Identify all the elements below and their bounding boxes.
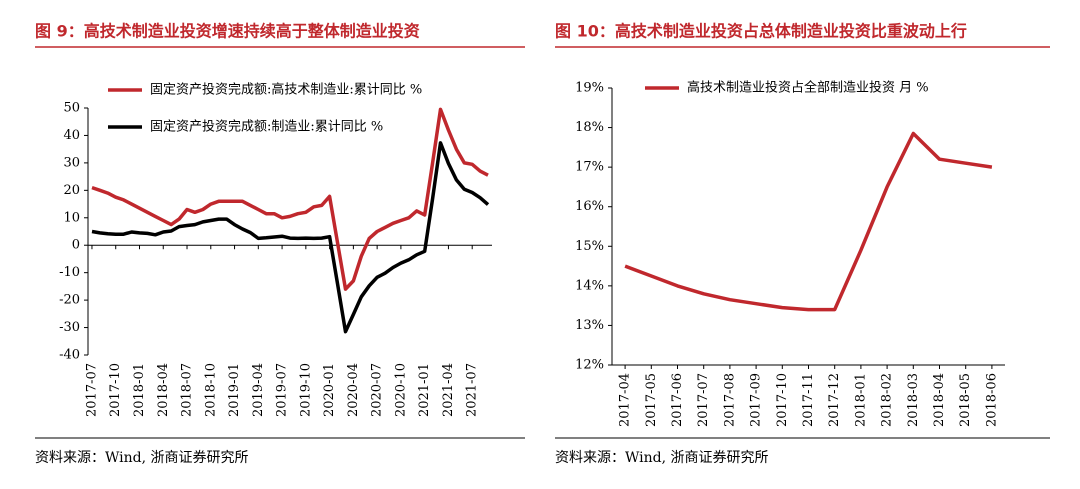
x-tick-label: 2017-06 — [670, 373, 685, 427]
y-tick-label: 40 — [63, 128, 80, 143]
y-tick-label: 16% — [575, 199, 604, 214]
y-tick-label: 30 — [63, 155, 80, 170]
chart-title: 图 9：高技术制造业投资增速持续高于整体制造业投资 — [35, 22, 420, 41]
y-tick-label: 13% — [575, 318, 604, 333]
x-tick-label: 2018-04 — [932, 373, 947, 427]
y-tick-label: -10 — [59, 265, 80, 280]
y-tick-label: 17% — [575, 160, 604, 175]
legend-label: 高技术制造业投资占全部制造业投资 月 % — [687, 80, 929, 96]
x-tick-label: 2019-10 — [298, 363, 313, 417]
y-tick-label: 0 — [72, 238, 80, 253]
y-tick-label: 20 — [63, 183, 80, 198]
x-tick-label: 2017-07 — [84, 363, 99, 417]
y-tick-label: -40 — [59, 348, 80, 363]
x-tick-label: 2017-11 — [801, 373, 816, 427]
x-tick-label: 2020-04 — [346, 363, 361, 417]
x-tick-label: 2018-07 — [180, 363, 195, 417]
x-tick-label: 2021-01 — [417, 363, 432, 417]
x-tick-label: 2017-05 — [644, 373, 659, 427]
x-tick-label: 2018-04 — [156, 363, 171, 417]
y-tick-label: 19% — [575, 81, 604, 96]
y-tick-label: -20 — [59, 293, 80, 308]
legend-label: 固定资产投资完成额:制造业:累计同比 % — [150, 119, 383, 135]
series-line — [624, 131, 993, 312]
y-tick-label: -30 — [59, 320, 80, 335]
x-tick-label: 2017-04 — [618, 373, 633, 427]
series-line — [91, 107, 489, 291]
y-tick-label: 14% — [575, 278, 604, 293]
x-tick-label: 2018-02 — [880, 373, 895, 427]
source-note: 资料来源：Wind, 浙商证券研究所 — [35, 450, 249, 466]
legend-label: 固定资产投资完成额:高技术制造业:累计同比 % — [150, 82, 422, 98]
source-note: 资料来源：Wind, 浙商证券研究所 — [555, 450, 769, 466]
x-tick-label: 2021-04 — [441, 363, 456, 417]
x-tick-label: 2018-05 — [958, 373, 973, 427]
y-tick-label: 10 — [63, 210, 80, 225]
x-tick-label: 2018-01 — [853, 373, 868, 427]
x-tick-label: 2019-04 — [251, 363, 266, 417]
x-tick-label: 2017-09 — [749, 373, 764, 427]
chart-title: 图 10：高技术制造业投资占总体制造业投资比重波动上行 — [555, 22, 967, 41]
y-tick-label: 15% — [575, 239, 604, 254]
x-tick-label: 2018-01 — [132, 363, 147, 417]
x-tick-label: 2021-07 — [465, 363, 480, 417]
x-tick-label: 2017-12 — [827, 373, 842, 427]
x-tick-label: 2020-10 — [393, 363, 408, 417]
x-tick-label: 2017-07 — [696, 373, 711, 427]
x-tick-label: 2020-01 — [322, 363, 337, 417]
x-tick-label: 2018-06 — [984, 373, 999, 427]
y-tick-label: 12% — [575, 358, 604, 373]
x-tick-label: 2017-08 — [722, 373, 737, 427]
y-tick-label: 18% — [575, 120, 604, 135]
y-tick-label: 50 — [63, 101, 80, 116]
x-tick-label: 2017-10 — [775, 373, 790, 427]
x-tick-label: 2019-01 — [227, 363, 242, 417]
x-tick-label: 2017-10 — [108, 363, 123, 417]
series-line — [91, 141, 490, 334]
x-tick-label: 2020-07 — [370, 363, 385, 417]
x-tick-label: 2019-07 — [275, 363, 290, 417]
x-tick-label: 2018-03 — [906, 373, 921, 427]
x-tick-label: 2018-10 — [203, 363, 218, 417]
